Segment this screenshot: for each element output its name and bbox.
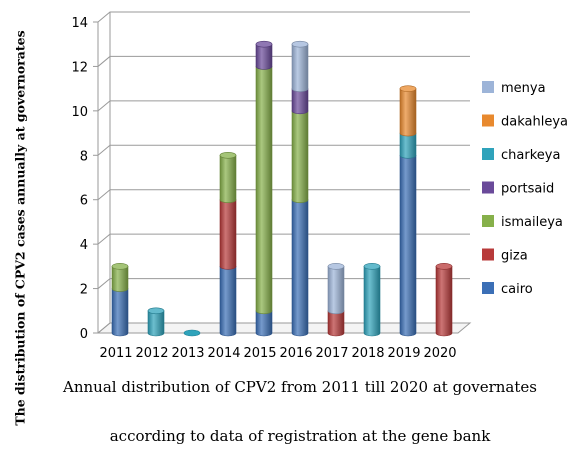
legend-label-portsaid: portsaid bbox=[501, 182, 554, 197]
y-axis-label-container: The distribution of CPV2 cases annually … bbox=[0, 0, 40, 457]
legend-swatch-dakahleya bbox=[482, 114, 494, 127]
bar-segment-charkeya-2019 bbox=[399, 132, 417, 159]
bar-segment-giza-2020 bbox=[435, 266, 453, 337]
x-tick-label: 2020 bbox=[423, 346, 456, 361]
y-tick-label: 10 bbox=[71, 105, 88, 120]
y-tick-label: 6 bbox=[80, 194, 88, 209]
gridline bbox=[97, 278, 470, 289]
bar-segment-menya-2016 bbox=[291, 43, 309, 92]
legend-swatch-giza bbox=[482, 248, 494, 261]
bar-segment-ismaileya-2015 bbox=[255, 66, 273, 315]
bar-segment-menya-2017 bbox=[327, 266, 345, 315]
x-tick-label: 2014 bbox=[207, 346, 240, 361]
y-tick-label: 4 bbox=[80, 238, 88, 253]
x-tick-label: 2011 bbox=[99, 346, 132, 361]
bar-segment-cairo-2016 bbox=[291, 199, 309, 337]
legend-label-giza: giza bbox=[501, 249, 528, 264]
bar-segment-cairo-2011 bbox=[111, 288, 129, 337]
legend-swatch-portsaid bbox=[482, 181, 494, 194]
gridline bbox=[97, 322, 470, 334]
bar-segment-portsaid-2016 bbox=[291, 88, 309, 115]
bar-segment-cairo-2015 bbox=[255, 310, 273, 337]
bar-segment-ismaileya-2011 bbox=[111, 266, 129, 292]
legend-label-menya: menya bbox=[501, 81, 546, 96]
bar-segment-charkeya-2018 bbox=[363, 266, 381, 337]
x-tick-label: 2013 bbox=[171, 346, 204, 361]
legend-swatch-ismaileya bbox=[482, 215, 494, 227]
gridline bbox=[97, 100, 470, 112]
bar-top-2020 bbox=[435, 263, 453, 270]
y-tick-label: 12 bbox=[71, 60, 88, 75]
bar-segment-giza-2017 bbox=[327, 310, 345, 337]
legend-label-dakahleya: dakahleya bbox=[501, 115, 568, 130]
bar-top-2017 bbox=[327, 263, 345, 270]
legend-label-charkeya: charkeya bbox=[501, 148, 560, 163]
legend-swatch-cairo bbox=[482, 282, 494, 294]
bar-segment-portsaid-2015 bbox=[255, 43, 273, 70]
bar-segment-giza-2014 bbox=[219, 199, 237, 270]
bar-top-2014 bbox=[219, 151, 237, 159]
x-tick-label: 2012 bbox=[135, 346, 168, 361]
y-axis-label: The distribution of CPV2 cases annually … bbox=[12, 30, 28, 426]
y-tick-label: 2 bbox=[80, 283, 88, 298]
gridline bbox=[97, 233, 470, 245]
bar-top-2016 bbox=[291, 40, 309, 48]
x-tick-label: 2019 bbox=[387, 346, 420, 361]
x-tick-label: 2018 bbox=[351, 346, 384, 361]
bar-segment-cairo-2014 bbox=[219, 266, 237, 337]
gridline bbox=[97, 55, 470, 67]
legend-label-cairo: cairo bbox=[501, 282, 533, 297]
x-axis-label-line-2: according to data of registration at the… bbox=[109, 427, 491, 445]
bar-top-2011 bbox=[111, 263, 129, 270]
gridline bbox=[97, 189, 470, 201]
legend-swatch-charkeya bbox=[482, 148, 494, 160]
bar-top-2013 bbox=[183, 329, 201, 337]
legend-swatch-menya bbox=[482, 81, 494, 93]
y-tick-label: 0 bbox=[80, 327, 88, 342]
x-tick-label: 2017 bbox=[315, 346, 348, 361]
bar-top-2018 bbox=[363, 263, 381, 270]
y-tick-label: 8 bbox=[80, 149, 88, 164]
gridline bbox=[97, 11, 470, 23]
legend-label-ismaileya: ismaileya bbox=[501, 215, 563, 230]
bar-segment-ismaileya-2016 bbox=[291, 110, 309, 203]
bar-top-2019 bbox=[399, 85, 417, 92]
x-axis-label-line-1: Annual distribution of CPV2 from 2011 ti… bbox=[63, 378, 537, 396]
bar-segment-cairo-2019 bbox=[399, 154, 417, 337]
bar-top-2012 bbox=[147, 307, 165, 315]
x-tick-label: 2015 bbox=[243, 346, 276, 361]
x-tick-label: 2016 bbox=[279, 346, 312, 361]
bar-top-2015 bbox=[255, 40, 273, 48]
y-tick-label: 14 bbox=[71, 16, 88, 31]
bar-segment-dakahleya-2019 bbox=[399, 88, 417, 137]
bar-segment-ismaileya-2014 bbox=[219, 154, 237, 203]
gridline bbox=[97, 144, 470, 156]
bar-segment-charkeya-2012 bbox=[147, 310, 165, 337]
